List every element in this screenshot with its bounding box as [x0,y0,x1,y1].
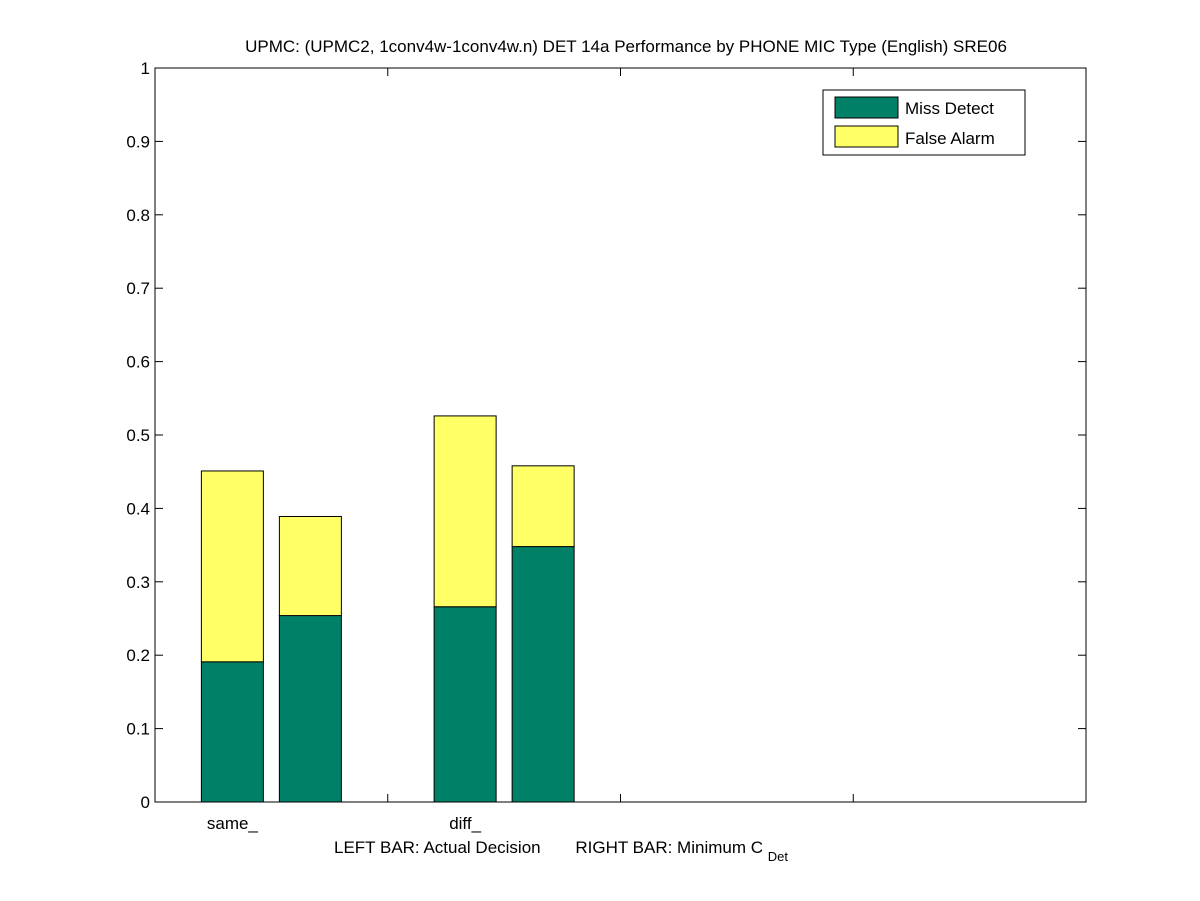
bar-series [200,415,575,803]
y-tick-label: 0.5 [126,426,150,445]
y-tick-label: 0.2 [126,646,150,665]
legend: Miss Detect False Alarm [822,89,1026,156]
bar-miss-detect-same-0 [200,661,264,803]
y-tick-label: 0.9 [126,132,150,151]
x-tick-label-same: same_ [207,814,259,833]
y-tick-label: 0.4 [126,499,150,518]
y-tick-label: 0 [141,793,150,812]
x-tick-label-diff: diff_ [449,814,481,833]
bar-miss-detect-diff-0 [433,606,497,803]
y-tick-label: 0.8 [126,206,150,225]
x-axis-label: LEFT BAR: Actual Decision RIGHT BAR: Min… [334,838,788,864]
legend-swatch-false-alarm [834,125,899,148]
bar-false-alarm-diff-0 [433,415,497,608]
x-axis-label-left: LEFT BAR: Actual Decision [334,838,541,857]
x-axis-label-right: RIGHT BAR: Minimum C [575,838,763,857]
bar-false-alarm-same-1 [278,515,342,617]
legend-label-miss-detect: Miss Detect [905,99,994,118]
legend-swatch-miss-detect [834,96,899,119]
y-tick-label: 1 [141,59,150,78]
legend-label-false-alarm: False Alarm [905,129,995,148]
y-tick-label: 0.7 [126,279,150,298]
y-tick-label: 0.6 [126,353,150,372]
bar-miss-detect-diff-1 [511,546,575,803]
chart-title: UPMC: (UPMC2, 1conv4w-1conv4w.n) DET 14a… [245,37,1007,56]
bar-miss-detect-same-1 [278,615,342,803]
y-tick-label: 0.1 [126,720,150,739]
x-axis: same_ diff_ [207,68,854,833]
y-axis: 0 0.1 0.2 0.3 0.4 0.5 0.6 0.7 0.8 0.9 1 [126,59,1086,812]
bar-false-alarm-diff-1 [511,465,575,548]
y-tick-label: 0.3 [126,573,150,592]
x-axis-label-subscript: Det [768,849,789,864]
bar-false-alarm-same-0 [200,470,264,663]
